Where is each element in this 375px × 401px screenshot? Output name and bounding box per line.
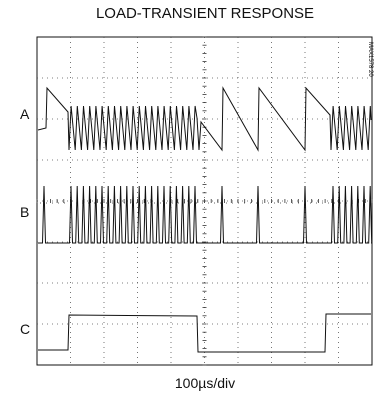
traces	[37, 86, 373, 353]
title: LOAD-TRANSIENT RESPONSE	[96, 5, 314, 22]
trace-label: C	[20, 321, 30, 337]
trace-label: B	[20, 204, 29, 220]
trace-c	[38, 313, 371, 353]
side-code: MAX1578 20	[367, 42, 373, 77]
trace-label: A	[20, 106, 30, 122]
trace-b	[38, 185, 373, 244]
trace-a	[37, 86, 372, 152]
grid	[36, 36, 373, 366]
x-axis-label: 100µs/div	[175, 375, 235, 391]
